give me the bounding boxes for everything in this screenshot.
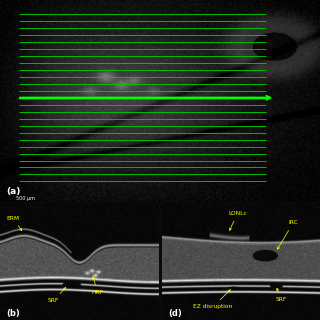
Text: LONLc: LONLc: [228, 211, 247, 230]
Text: SRF: SRF: [276, 288, 287, 302]
Text: EZ disruption: EZ disruption: [193, 290, 232, 309]
Text: IRC: IRC: [277, 220, 298, 249]
Text: SRF: SRF: [48, 288, 66, 303]
Text: (d): (d): [168, 309, 182, 318]
Text: HRF: HRF: [92, 277, 104, 295]
Text: ERM: ERM: [6, 216, 22, 231]
Text: (b): (b): [6, 309, 20, 318]
Text: 500 μm: 500 μm: [16, 196, 35, 201]
Text: (a): (a): [6, 187, 21, 196]
